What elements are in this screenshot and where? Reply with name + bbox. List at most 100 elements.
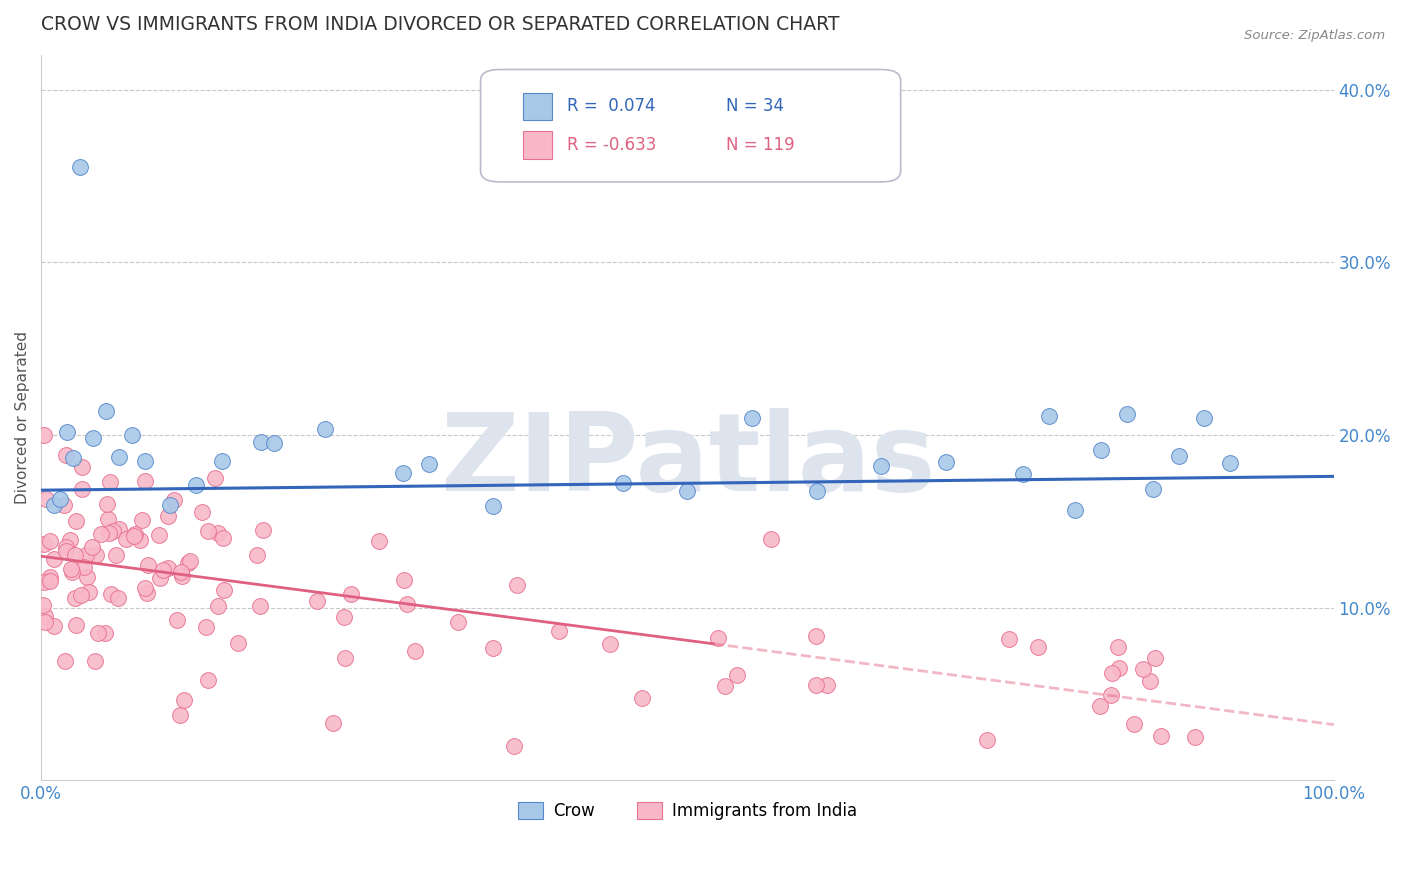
Point — [70, 482, 93, 496]
FancyBboxPatch shape — [523, 93, 551, 120]
Point — [32, 598, 55, 612]
Point — [38, 570, 60, 584]
Point — [77, 584, 100, 599]
Point — [176, 556, 198, 570]
Point — [1099, 689, 1122, 703]
Point — [163, 493, 186, 508]
Point — [186, 478, 208, 492]
Point — [56, 425, 79, 439]
Point — [107, 450, 129, 464]
Text: Source: ZipAtlas.com: Source: ZipAtlas.com — [1244, 29, 1385, 42]
Point — [482, 499, 505, 513]
Point — [612, 475, 634, 490]
Point — [70, 459, 93, 474]
Point — [55, 544, 77, 558]
Point — [60, 562, 83, 576]
Point — [100, 587, 122, 601]
Point — [101, 524, 124, 538]
Text: ZIPatlas: ZIPatlas — [440, 409, 935, 514]
Point — [94, 404, 117, 418]
Point — [1123, 717, 1146, 731]
Point — [149, 571, 172, 585]
Point — [55, 448, 77, 462]
Point — [98, 525, 121, 540]
Point — [32, 574, 55, 589]
Point — [44, 551, 66, 566]
Point — [322, 715, 344, 730]
Point — [129, 533, 152, 547]
Point — [134, 581, 156, 595]
Point — [1115, 407, 1137, 421]
Point — [741, 411, 763, 425]
Point — [90, 527, 112, 541]
Point — [1194, 411, 1216, 425]
Point — [86, 626, 108, 640]
Point — [1090, 443, 1112, 458]
Point — [73, 559, 96, 574]
Point — [131, 513, 153, 527]
Point — [42, 498, 65, 512]
Point — [170, 566, 193, 580]
Point — [104, 549, 127, 563]
Point — [1026, 640, 1049, 655]
Point — [122, 529, 145, 543]
Point — [52, 499, 75, 513]
Point — [44, 619, 66, 633]
Point — [806, 483, 828, 498]
Point — [392, 574, 415, 588]
Point — [1107, 640, 1129, 654]
Point — [314, 422, 336, 436]
Point — [38, 573, 60, 587]
Point — [197, 524, 219, 539]
Point — [404, 644, 426, 658]
Point — [134, 474, 156, 488]
Text: R =  0.074: R = 0.074 — [567, 97, 655, 115]
Point — [39, 574, 62, 588]
Point — [599, 637, 621, 651]
Point — [250, 435, 273, 450]
Point — [152, 563, 174, 577]
Point — [63, 548, 86, 562]
Point — [49, 491, 72, 506]
Point — [65, 515, 87, 529]
Point — [263, 436, 285, 450]
Point — [1108, 661, 1130, 675]
Point — [725, 668, 748, 682]
Point — [60, 565, 83, 579]
Point — [82, 541, 104, 555]
Point — [94, 626, 117, 640]
Point — [1184, 730, 1206, 744]
Point — [1144, 651, 1167, 665]
Text: R = -0.633: R = -0.633 — [567, 136, 657, 154]
Point — [333, 651, 356, 665]
Point — [1139, 674, 1161, 689]
Point — [97, 512, 120, 526]
Point — [676, 484, 699, 499]
Point — [124, 527, 146, 541]
Point — [998, 632, 1021, 646]
Point — [179, 554, 201, 568]
Point — [195, 620, 218, 634]
Point — [246, 548, 269, 562]
Point — [70, 588, 93, 602]
Point — [707, 632, 730, 646]
FancyBboxPatch shape — [481, 70, 901, 182]
Point — [333, 609, 356, 624]
Point — [870, 458, 893, 473]
Point — [34, 615, 56, 629]
Point — [107, 591, 129, 605]
Point — [115, 532, 138, 546]
Point — [173, 692, 195, 706]
Point — [34, 609, 56, 624]
Point — [166, 613, 188, 627]
Text: CROW VS IMMIGRANTS FROM INDIA DIVORCED OR SEPARATED CORRELATION CHART: CROW VS IMMIGRANTS FROM INDIA DIVORCED O… — [41, 15, 839, 34]
Point — [976, 733, 998, 747]
Point — [172, 568, 194, 582]
Point — [59, 533, 82, 547]
Text: N = 34: N = 34 — [725, 97, 785, 115]
Point — [252, 523, 274, 537]
Text: N = 119: N = 119 — [725, 136, 794, 154]
Point — [39, 533, 62, 548]
Point — [804, 678, 827, 692]
Point — [249, 599, 271, 614]
